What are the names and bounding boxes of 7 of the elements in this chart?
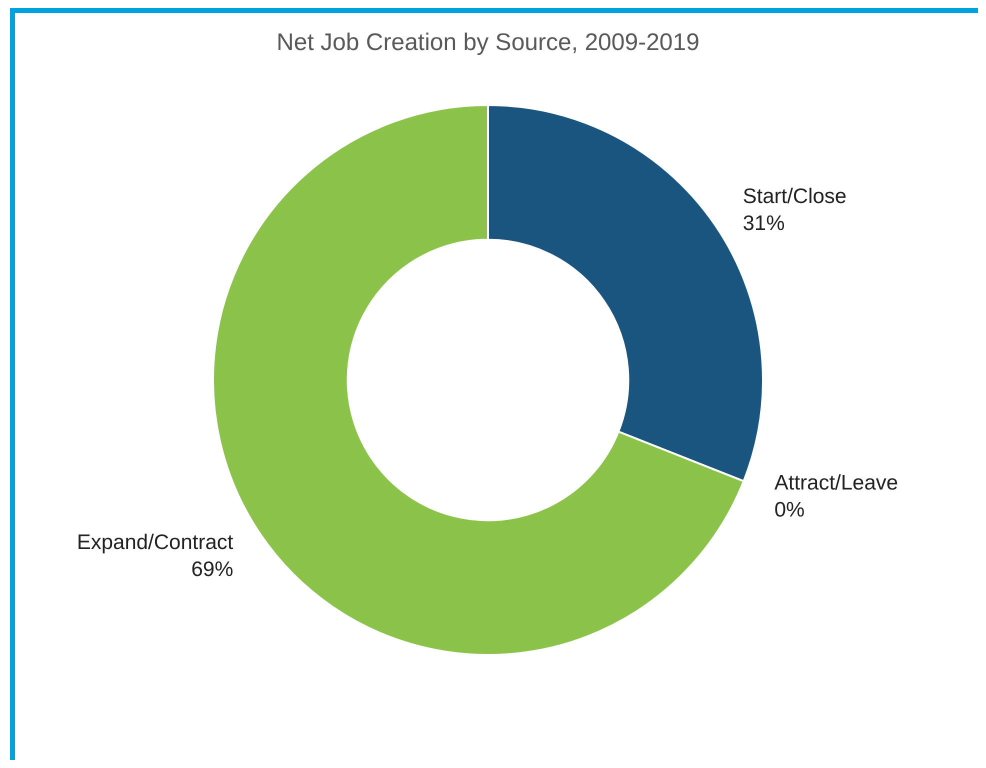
data-label: 31% (742, 212, 785, 235)
category-label: Attract/Leave (774, 471, 898, 494)
slice-label: Start/Close (742, 184, 847, 208)
slice-label: Expand/Contract (76, 531, 234, 554)
text: 0% (774, 498, 805, 522)
data-label: 69% (191, 558, 234, 582)
chart-title: Net Job Creation by Source, 2009-2019 (276, 29, 700, 56)
